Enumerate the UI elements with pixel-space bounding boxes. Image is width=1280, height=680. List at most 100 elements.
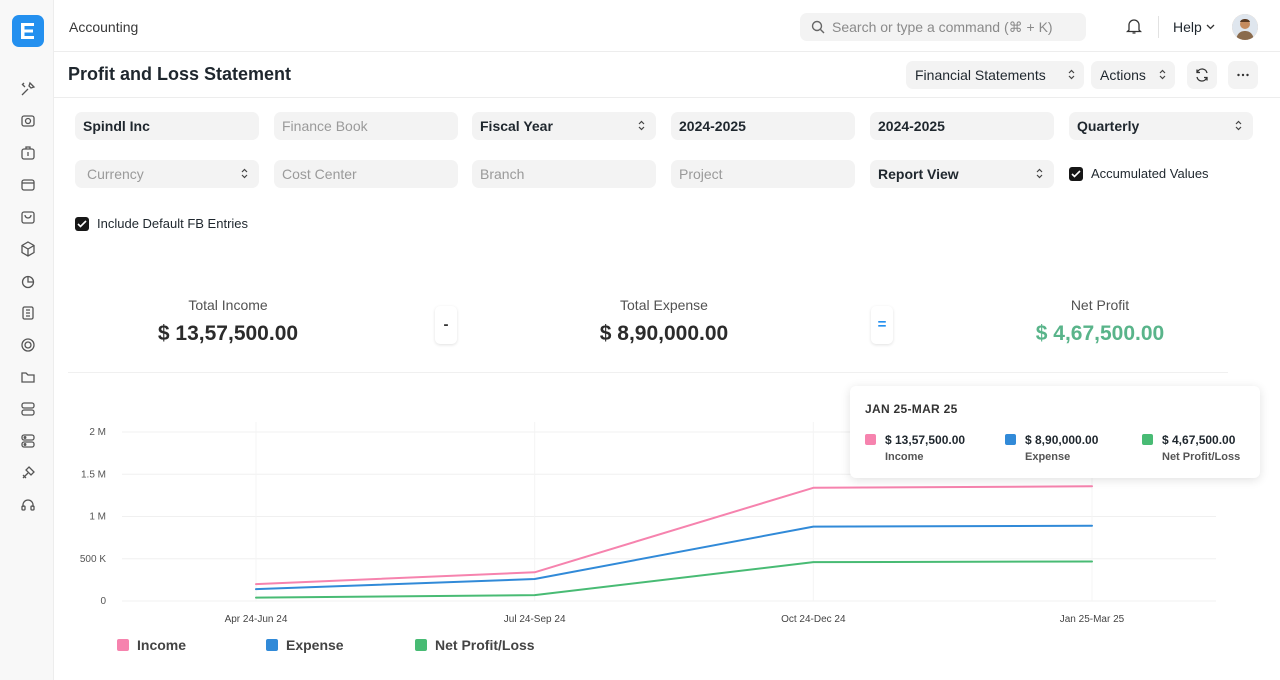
more-options-button[interactable] (1228, 61, 1258, 89)
check-icon (77, 220, 87, 228)
accumulated-values-label: Accumulated Values (1091, 166, 1209, 181)
selling-icon[interactable] (19, 208, 37, 226)
actions-button[interactable]: Actions (1091, 61, 1175, 89)
cost-center-field[interactable]: Cost Center (274, 160, 458, 188)
search-icon (811, 20, 825, 34)
to-fiscal-year-value: 2024-2025 (878, 118, 945, 134)
report-view-value: Report View (878, 166, 959, 182)
legend-expense-label: Expense (286, 637, 344, 653)
period-based-on-select[interactable]: Fiscal Year (472, 112, 656, 140)
y-tick-label: 500 K (80, 554, 106, 565)
actions-label: Actions (1100, 67, 1146, 83)
y-tick-label: 1 M (89, 512, 106, 523)
legend-net-swatch (415, 639, 427, 651)
manufacturing-icon[interactable] (19, 304, 37, 322)
series-line-expense (255, 524, 1093, 591)
folder-icon[interactable] (19, 368, 37, 386)
page-header: Profit and Loss Statement Financial Stat… (54, 52, 1280, 98)
from-fiscal-year-value: 2024-2025 (679, 118, 746, 134)
sort-chevron-icon (1068, 69, 1075, 80)
tooltip-income-value: $ 13,57,500.00 (885, 433, 966, 447)
tooltip-expense-value: $ 8,90,000.00 (1025, 433, 1099, 447)
total-income-value: $ 13,57,500.00 (157, 322, 299, 345)
to-fiscal-year-field[interactable]: 2024-2025 (870, 112, 1054, 140)
y-tick-label: 2 M (89, 427, 106, 438)
assets-icon[interactable] (19, 272, 37, 290)
project-placeholder: Project (679, 166, 723, 182)
more-horizontal-icon (1237, 73, 1249, 77)
breadcrumb[interactable]: Accounting (69, 19, 139, 35)
tooltip-title: JAN 25-MAR 25 (865, 402, 958, 416)
tools-icon[interactable] (19, 80, 37, 98)
buying-icon[interactable] (19, 144, 37, 162)
checkbox-checked[interactable] (1069, 167, 1083, 181)
minus-operator: - (435, 306, 457, 344)
page-title: Profit and Loss Statement (68, 64, 292, 84)
finance-book-placeholder: Finance Book (282, 118, 368, 134)
tooltip-net-value: $ 4,67,500.00 (1162, 433, 1236, 447)
equals-operator: = (871, 306, 893, 344)
cost-center-placeholder: Cost Center (282, 166, 357, 182)
total-expense-value: $ 8,90,000.00 (599, 322, 729, 345)
stock-icon[interactable] (19, 240, 37, 258)
sort-chevron-icon (241, 168, 248, 179)
refresh-button[interactable] (1187, 61, 1217, 89)
branch-field[interactable]: Branch (472, 160, 656, 188)
legend-expense-swatch (266, 639, 278, 651)
company-value: Spindl Inc (83, 118, 150, 134)
settings-stack-icon[interactable] (19, 432, 37, 450)
quality-icon[interactable] (19, 336, 37, 354)
chevron-down-icon (1206, 24, 1215, 30)
legend-net-profit[interactable]: Net Profit/Loss (415, 637, 555, 653)
projects-icon[interactable] (19, 464, 37, 482)
include-default-fb-checkbox[interactable]: Include Default FB Entries (75, 216, 275, 232)
income-swatch (865, 434, 876, 445)
legend-net-label: Net Profit/Loss (435, 637, 535, 653)
x-tick-label: Jan 25-Mar 25 (1060, 614, 1125, 625)
periodicity-select[interactable]: Quarterly (1069, 112, 1253, 140)
summary-divider (68, 372, 1228, 373)
tooltip-income-name: Income (885, 451, 924, 463)
x-tick-label: Oct 24-Dec 24 (781, 614, 846, 625)
search-bar[interactable] (800, 13, 1086, 41)
card-icon[interactable] (19, 176, 37, 194)
net-profit-label: Net Profit (1070, 297, 1130, 313)
navbar-divider (1158, 16, 1159, 38)
legend-income-label: Income (137, 637, 187, 653)
legend-expense[interactable]: Expense (266, 637, 366, 653)
from-fiscal-year-field[interactable]: 2024-2025 (671, 112, 855, 140)
user-avatar[interactable] (1232, 14, 1258, 40)
help-dropdown[interactable]: Help (1173, 19, 1202, 35)
legend-income[interactable]: Income (117, 637, 217, 653)
net-profit-value: $ 4,67,500.00 (1035, 322, 1165, 345)
sort-chevron-icon (638, 120, 645, 131)
series-line-income (255, 485, 1093, 586)
accumulated-values-checkbox[interactable]: Accumulated Values (1069, 166, 1249, 182)
search-input[interactable] (832, 13, 1080, 41)
financial-statements-button[interactable]: Financial Statements (906, 61, 1084, 89)
x-tick-label: Apr 24-Jun 24 (225, 614, 288, 625)
currency-select[interactable]: Currency (75, 160, 259, 188)
support-icon[interactable] (19, 496, 37, 514)
company-field[interactable]: Spindl Inc (75, 112, 259, 140)
notification-bell-icon[interactable] (1125, 18, 1143, 40)
net-swatch (1142, 434, 1153, 445)
top-navbar: Accounting Help (54, 0, 1280, 52)
accounting-icon[interactable] (19, 112, 37, 130)
finance-book-field[interactable]: Finance Book (274, 112, 458, 140)
x-tick-label: Jul 24-Sep 24 (504, 614, 566, 625)
sidebar (0, 0, 54, 680)
tooltip-net-name: Net Profit/Loss (1162, 451, 1241, 463)
total-income-label: Total Income (188, 297, 268, 313)
sort-chevron-icon (1235, 120, 1242, 131)
checkbox-checked[interactable] (75, 217, 89, 231)
integrations-icon[interactable] (19, 400, 37, 418)
project-field[interactable]: Project (671, 160, 855, 188)
check-icon (1071, 170, 1081, 178)
y-tick-label: 0 (100, 596, 106, 607)
report-view-select[interactable]: Report View (870, 160, 1054, 188)
app-logo[interactable] (12, 15, 44, 47)
y-tick-label: 1.5 M (81, 469, 106, 480)
refresh-icon (1196, 68, 1208, 82)
sort-chevron-icon (1159, 69, 1166, 80)
